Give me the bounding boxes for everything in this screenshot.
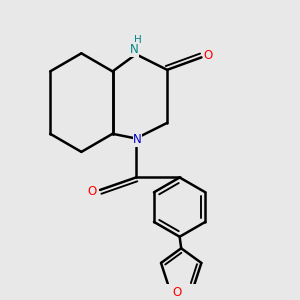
Text: H: H: [134, 35, 141, 45]
Text: N: N: [130, 43, 139, 56]
Text: O: O: [172, 286, 181, 299]
Text: O: O: [88, 185, 97, 198]
Text: N: N: [133, 133, 142, 146]
Text: O: O: [204, 49, 213, 62]
